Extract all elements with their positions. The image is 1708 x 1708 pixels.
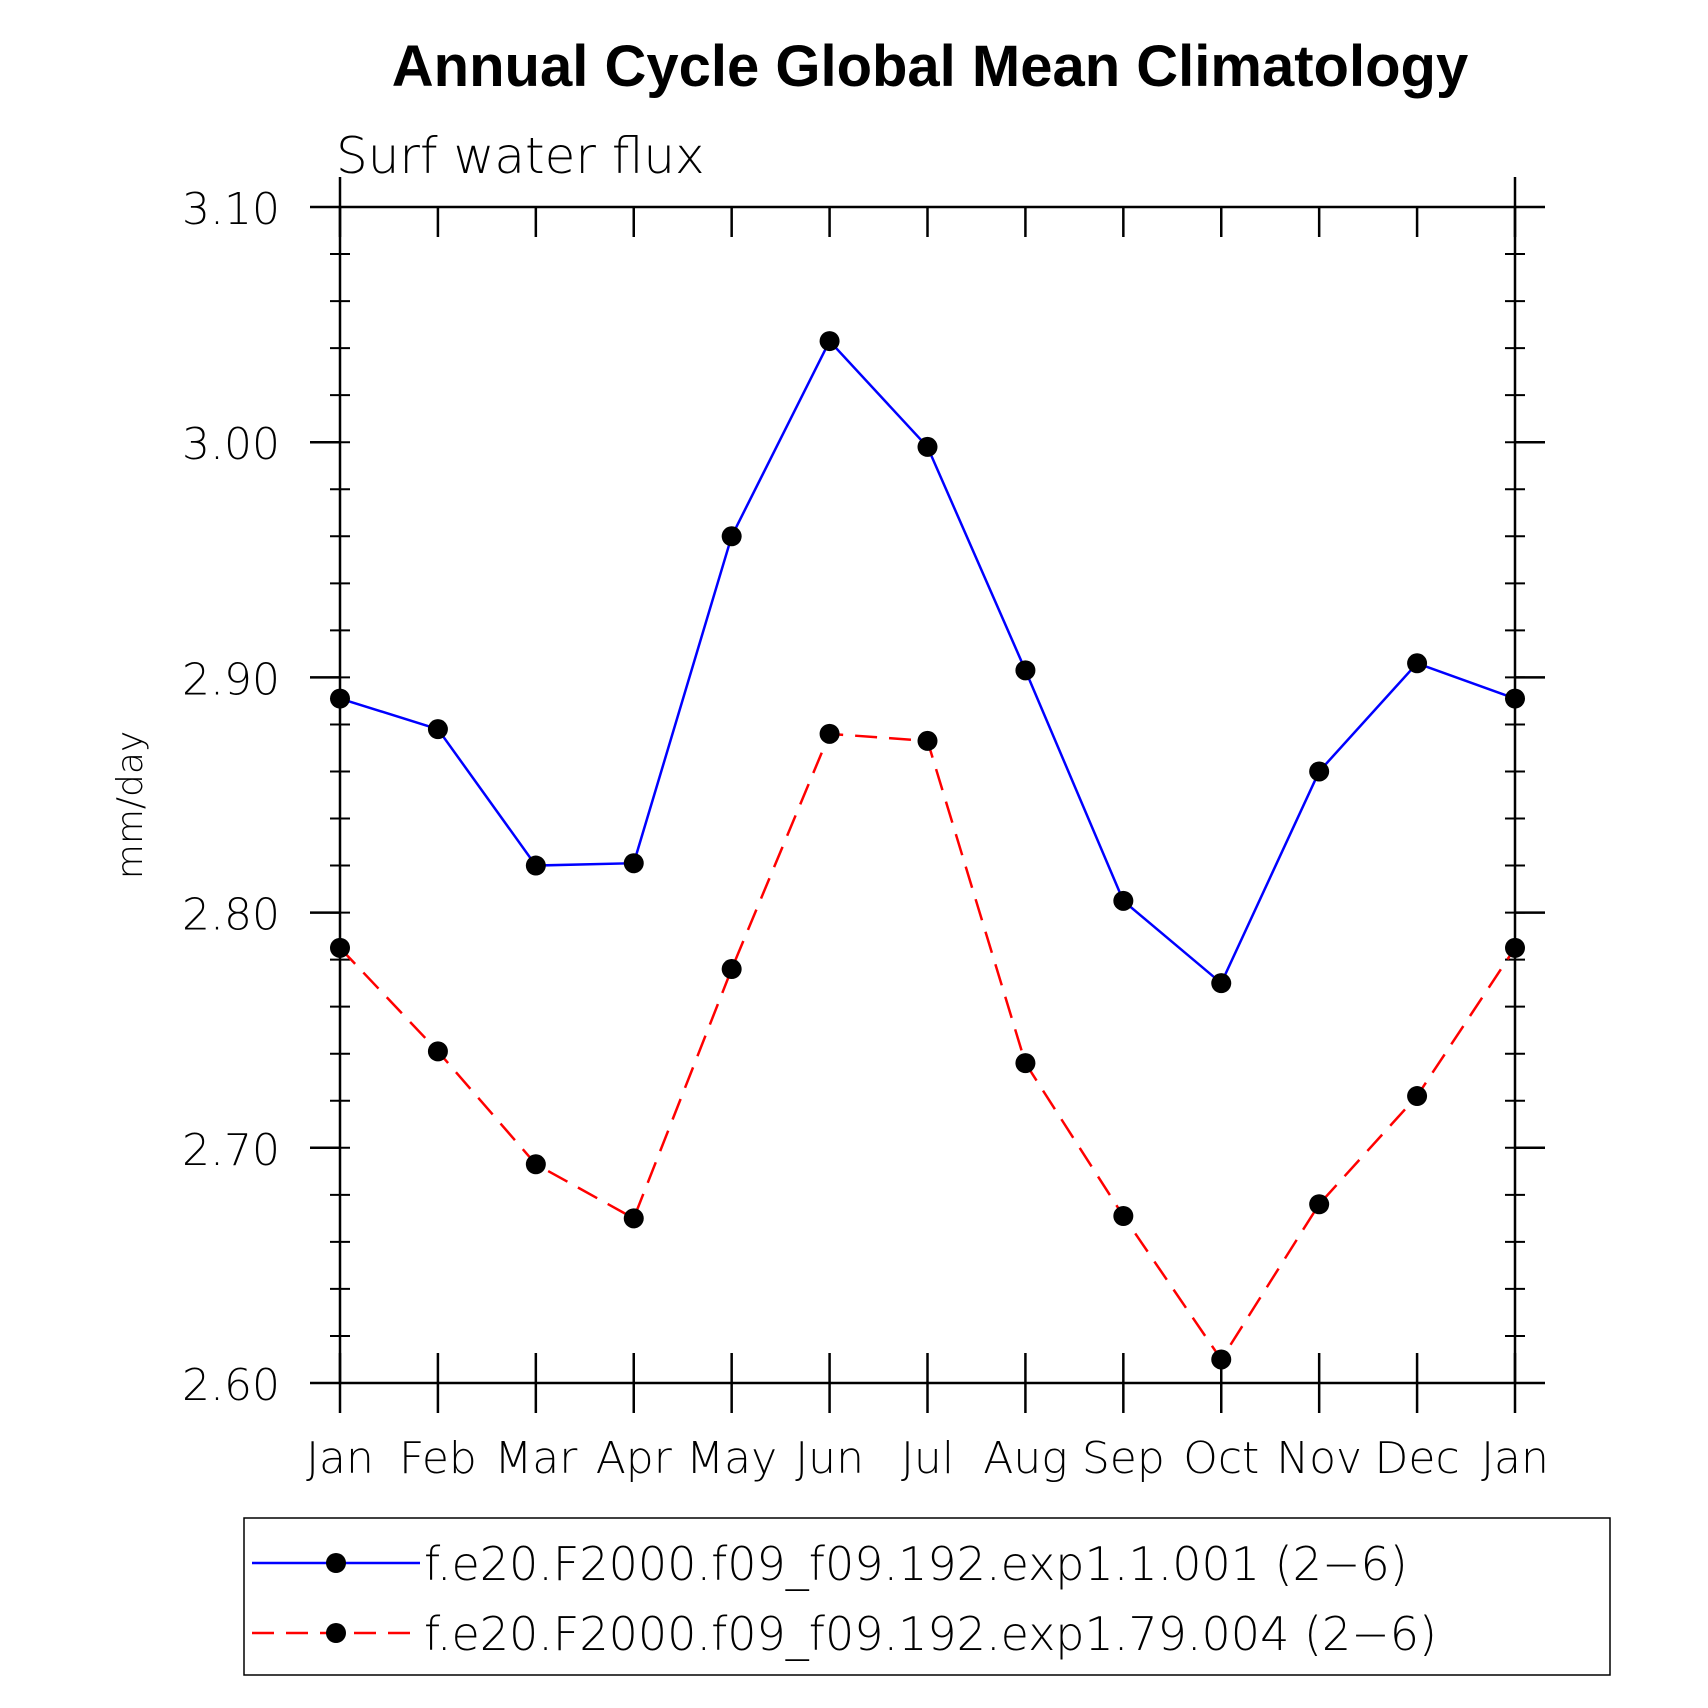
x-tick-label: Apr [596,1433,673,1484]
series-1-point [1113,890,1134,911]
series-2-point [1407,1086,1428,1107]
axes: Jan Feb Mar Apr May Jun Jul Aug Sep Oct Nov Dec Jan 2… [182,177,1549,1484]
y-tick-label: 3.00 [182,419,280,470]
x-tick-label: Dec [1375,1433,1460,1484]
legend: f.e20.F2000.f09_f09.192.exp1.1.001 (2−6)… [252,1537,1437,1661]
x-tick-label: Mar [494,1433,578,1484]
series-1-point [1505,688,1525,709]
chart-subtitle: Surf water flux [336,127,705,185]
x-tick-label: Feb [399,1433,477,1484]
series-2-point [917,730,938,751]
y-tick-label: 2.70 [182,1125,280,1176]
series-1-point [427,719,448,740]
series-1-point [917,436,938,457]
plot-area [338,205,1517,1385]
series-2-point [1211,1349,1232,1370]
series-2-point [330,937,350,958]
series-layer [330,331,1525,1370]
chart-title: Annual Cycle Global Mean Climatology [392,34,1468,99]
legend-marker-1 [326,1553,346,1573]
series-1-point [1407,653,1428,674]
y-tick-label: 2.90 [182,654,280,705]
y-tick-label: 2.60 [182,1360,280,1411]
y-axis-label: mm/day [110,731,151,879]
x-tick-label: May [686,1433,777,1484]
series-1-point [1309,761,1330,782]
series-1-point [721,526,742,547]
series-2-point [525,1154,546,1175]
series-2-point [1505,937,1525,958]
x-tick-label: Jul [901,1433,954,1484]
series-1-point [1015,660,1036,681]
x-tick-label: Jan [1481,1433,1549,1484]
series-2-point [721,959,742,980]
series-line-2 [339,732,1517,1362]
series-2-point [1015,1053,1036,1074]
series-2-point [623,1208,644,1229]
x-tick-label: Nov [1276,1433,1362,1484]
series-2-point [427,1041,448,1062]
series-2-point [819,723,840,744]
legend-label-2: f.e20.F2000.f09_f09.192.exp1.79.004 (2−6… [424,1607,1437,1661]
series-1-point [330,688,350,709]
legend-marker-2 [326,1623,346,1643]
y-tick-label: 2.80 [182,890,280,941]
series-1-point [525,855,546,876]
legend-label-1: f.e20.F2000.f09_f09.192.exp1.1.001 (2−6) [424,1537,1408,1591]
series-1-point [819,331,840,352]
series-1-point [623,853,644,874]
x-tick-label: Oct [1183,1433,1259,1484]
legend-box [243,1517,1611,1676]
x-tick-label: Aug [983,1433,1067,1484]
x-tick-label: Sep [1082,1433,1165,1484]
y-tick-label: 3.10 [182,184,280,235]
x-tick-label: Jan [306,1433,374,1484]
series-2-point [1113,1206,1134,1227]
x-tick-label: Jun [795,1433,864,1484]
series-1-point [1211,973,1232,994]
series-2-point [1309,1194,1330,1215]
